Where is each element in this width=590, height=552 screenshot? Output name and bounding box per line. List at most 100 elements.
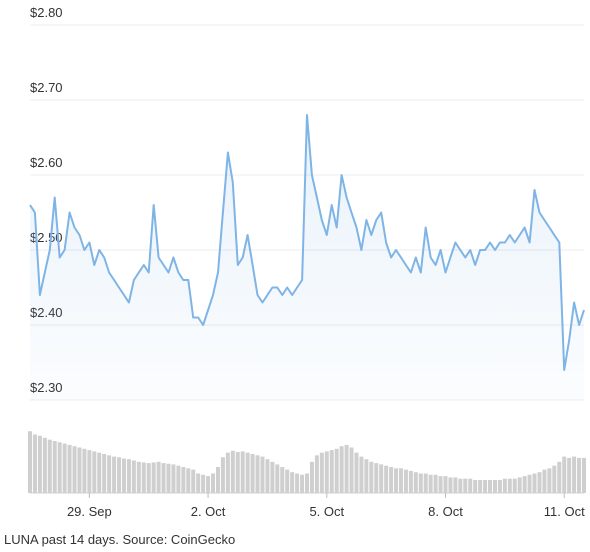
volume-bar [62, 443, 67, 493]
volume-bar [448, 477, 453, 493]
volume-bar [191, 469, 196, 493]
volume-bar [384, 465, 389, 493]
volume-bar [507, 478, 512, 493]
volume-bar [67, 444, 72, 493]
volume-bar [463, 478, 468, 493]
volume-bar [492, 480, 497, 493]
volume-bar [488, 480, 493, 493]
volume-bar [572, 456, 577, 493]
volume-bar [562, 456, 567, 493]
volume-bar [502, 478, 507, 493]
volume-bar [201, 474, 206, 493]
volume-bar [186, 468, 191, 493]
x-tick-label: 29. Sep [67, 504, 112, 519]
volume-bar [428, 474, 433, 493]
volume-bar [324, 451, 329, 493]
volume-bar [453, 477, 458, 493]
volume-bar [196, 473, 201, 493]
volume-bar [57, 442, 62, 493]
price-line [29, 114, 585, 371]
price-area [30, 115, 584, 400]
volume-bar [483, 480, 488, 493]
volume-bar [270, 461, 275, 493]
volume-bar [121, 458, 126, 493]
volume-bar [280, 467, 285, 493]
volume-bar [72, 446, 77, 493]
y-tick-label: $2.80 [30, 5, 63, 20]
volume-bar [329, 450, 334, 493]
volume-bar [250, 454, 255, 493]
volume-bar [181, 467, 186, 493]
x-tick-label: 5. Oct [309, 504, 344, 519]
volume-bar [211, 473, 216, 493]
volume-bar [354, 452, 359, 493]
volume-bar [141, 462, 146, 493]
volume-bar [423, 473, 428, 493]
volume-bar [206, 476, 211, 493]
volume-bar [117, 457, 122, 493]
volume-bar [374, 463, 379, 493]
x-tick-label: 8. Oct [428, 504, 463, 519]
volume-bar [537, 472, 542, 493]
volume-bar [458, 478, 463, 493]
volume-bar [171, 464, 176, 493]
volume-bar [300, 474, 305, 493]
volume-bar [92, 451, 97, 493]
volume-bar [166, 463, 171, 493]
volume-bar [379, 464, 384, 493]
volume-bar [577, 457, 582, 493]
volume-bar [131, 460, 136, 493]
volume-bar [413, 472, 418, 493]
x-tick-label: 2. Oct [191, 504, 226, 519]
volume-bar [275, 464, 280, 493]
volume-bar [394, 468, 399, 493]
volume-bar [369, 461, 374, 493]
volume-bar [344, 444, 349, 493]
volume-bar [82, 448, 87, 493]
volume-bar [37, 435, 42, 493]
volume-bar [161, 463, 166, 493]
volume-bar [339, 446, 344, 493]
volume-bar [314, 455, 319, 493]
volume-bar [398, 468, 403, 493]
volume-bar [468, 478, 473, 493]
volume-bar [334, 448, 339, 493]
volume-bar [255, 455, 260, 493]
volume-bar [230, 450, 235, 493]
volume-bar [497, 480, 502, 493]
volume-bar [582, 457, 586, 493]
volume-bar [235, 452, 240, 493]
volume-bar [542, 469, 547, 493]
volume-bar [557, 461, 562, 493]
y-tick-label: $2.60 [30, 155, 63, 170]
volume-bar [126, 459, 131, 493]
volume-bar [418, 473, 423, 493]
volume-bar [527, 474, 532, 493]
volume-bar [97, 452, 102, 493]
volume-bar [408, 470, 413, 493]
volume-bar [517, 477, 522, 493]
y-tick-label: $2.70 [30, 80, 63, 95]
volume-bar [364, 459, 369, 493]
volume-bar [112, 456, 117, 493]
volume-bar [547, 468, 552, 493]
x-tick-label: 11. Oct [544, 504, 585, 519]
volume-bar [87, 450, 92, 493]
volume-bar [433, 474, 438, 493]
volume-bar [522, 476, 527, 493]
volume-bar [42, 437, 47, 493]
volume-bar [225, 452, 230, 493]
volume-bar [438, 476, 443, 493]
volume-bar [146, 463, 151, 493]
caption: LUNA past 14 days. Source: CoinGecko [4, 532, 235, 547]
volume-bar [478, 480, 483, 493]
volume-bar [285, 469, 290, 493]
volume-bar [32, 434, 37, 493]
volume-bar [567, 457, 572, 493]
volume-bar [290, 472, 295, 493]
volume-bar [552, 465, 557, 493]
volume-bar [443, 476, 448, 493]
volume-bar [309, 461, 314, 493]
volume-bar [156, 461, 161, 493]
